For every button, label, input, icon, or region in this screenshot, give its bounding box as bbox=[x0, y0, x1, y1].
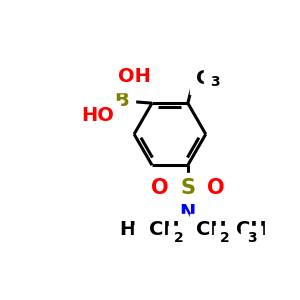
Text: OH: OH bbox=[118, 67, 151, 86]
Text: 2: 2 bbox=[220, 232, 230, 245]
Text: C: C bbox=[145, 220, 159, 239]
Text: 2: 2 bbox=[173, 232, 183, 245]
Text: CH: CH bbox=[196, 220, 226, 239]
Text: B: B bbox=[115, 92, 129, 110]
Text: O: O bbox=[151, 178, 168, 198]
Text: 3: 3 bbox=[247, 232, 256, 245]
Text: O: O bbox=[207, 178, 225, 198]
Text: CH: CH bbox=[196, 69, 226, 88]
Text: N: N bbox=[180, 203, 196, 222]
Text: HO: HO bbox=[81, 106, 114, 125]
Text: 3: 3 bbox=[210, 75, 219, 89]
Text: H: H bbox=[120, 220, 136, 239]
Text: 3: 3 bbox=[140, 231, 150, 245]
Text: S: S bbox=[180, 178, 195, 198]
Text: CH: CH bbox=[236, 220, 267, 239]
Text: CH: CH bbox=[149, 220, 180, 239]
